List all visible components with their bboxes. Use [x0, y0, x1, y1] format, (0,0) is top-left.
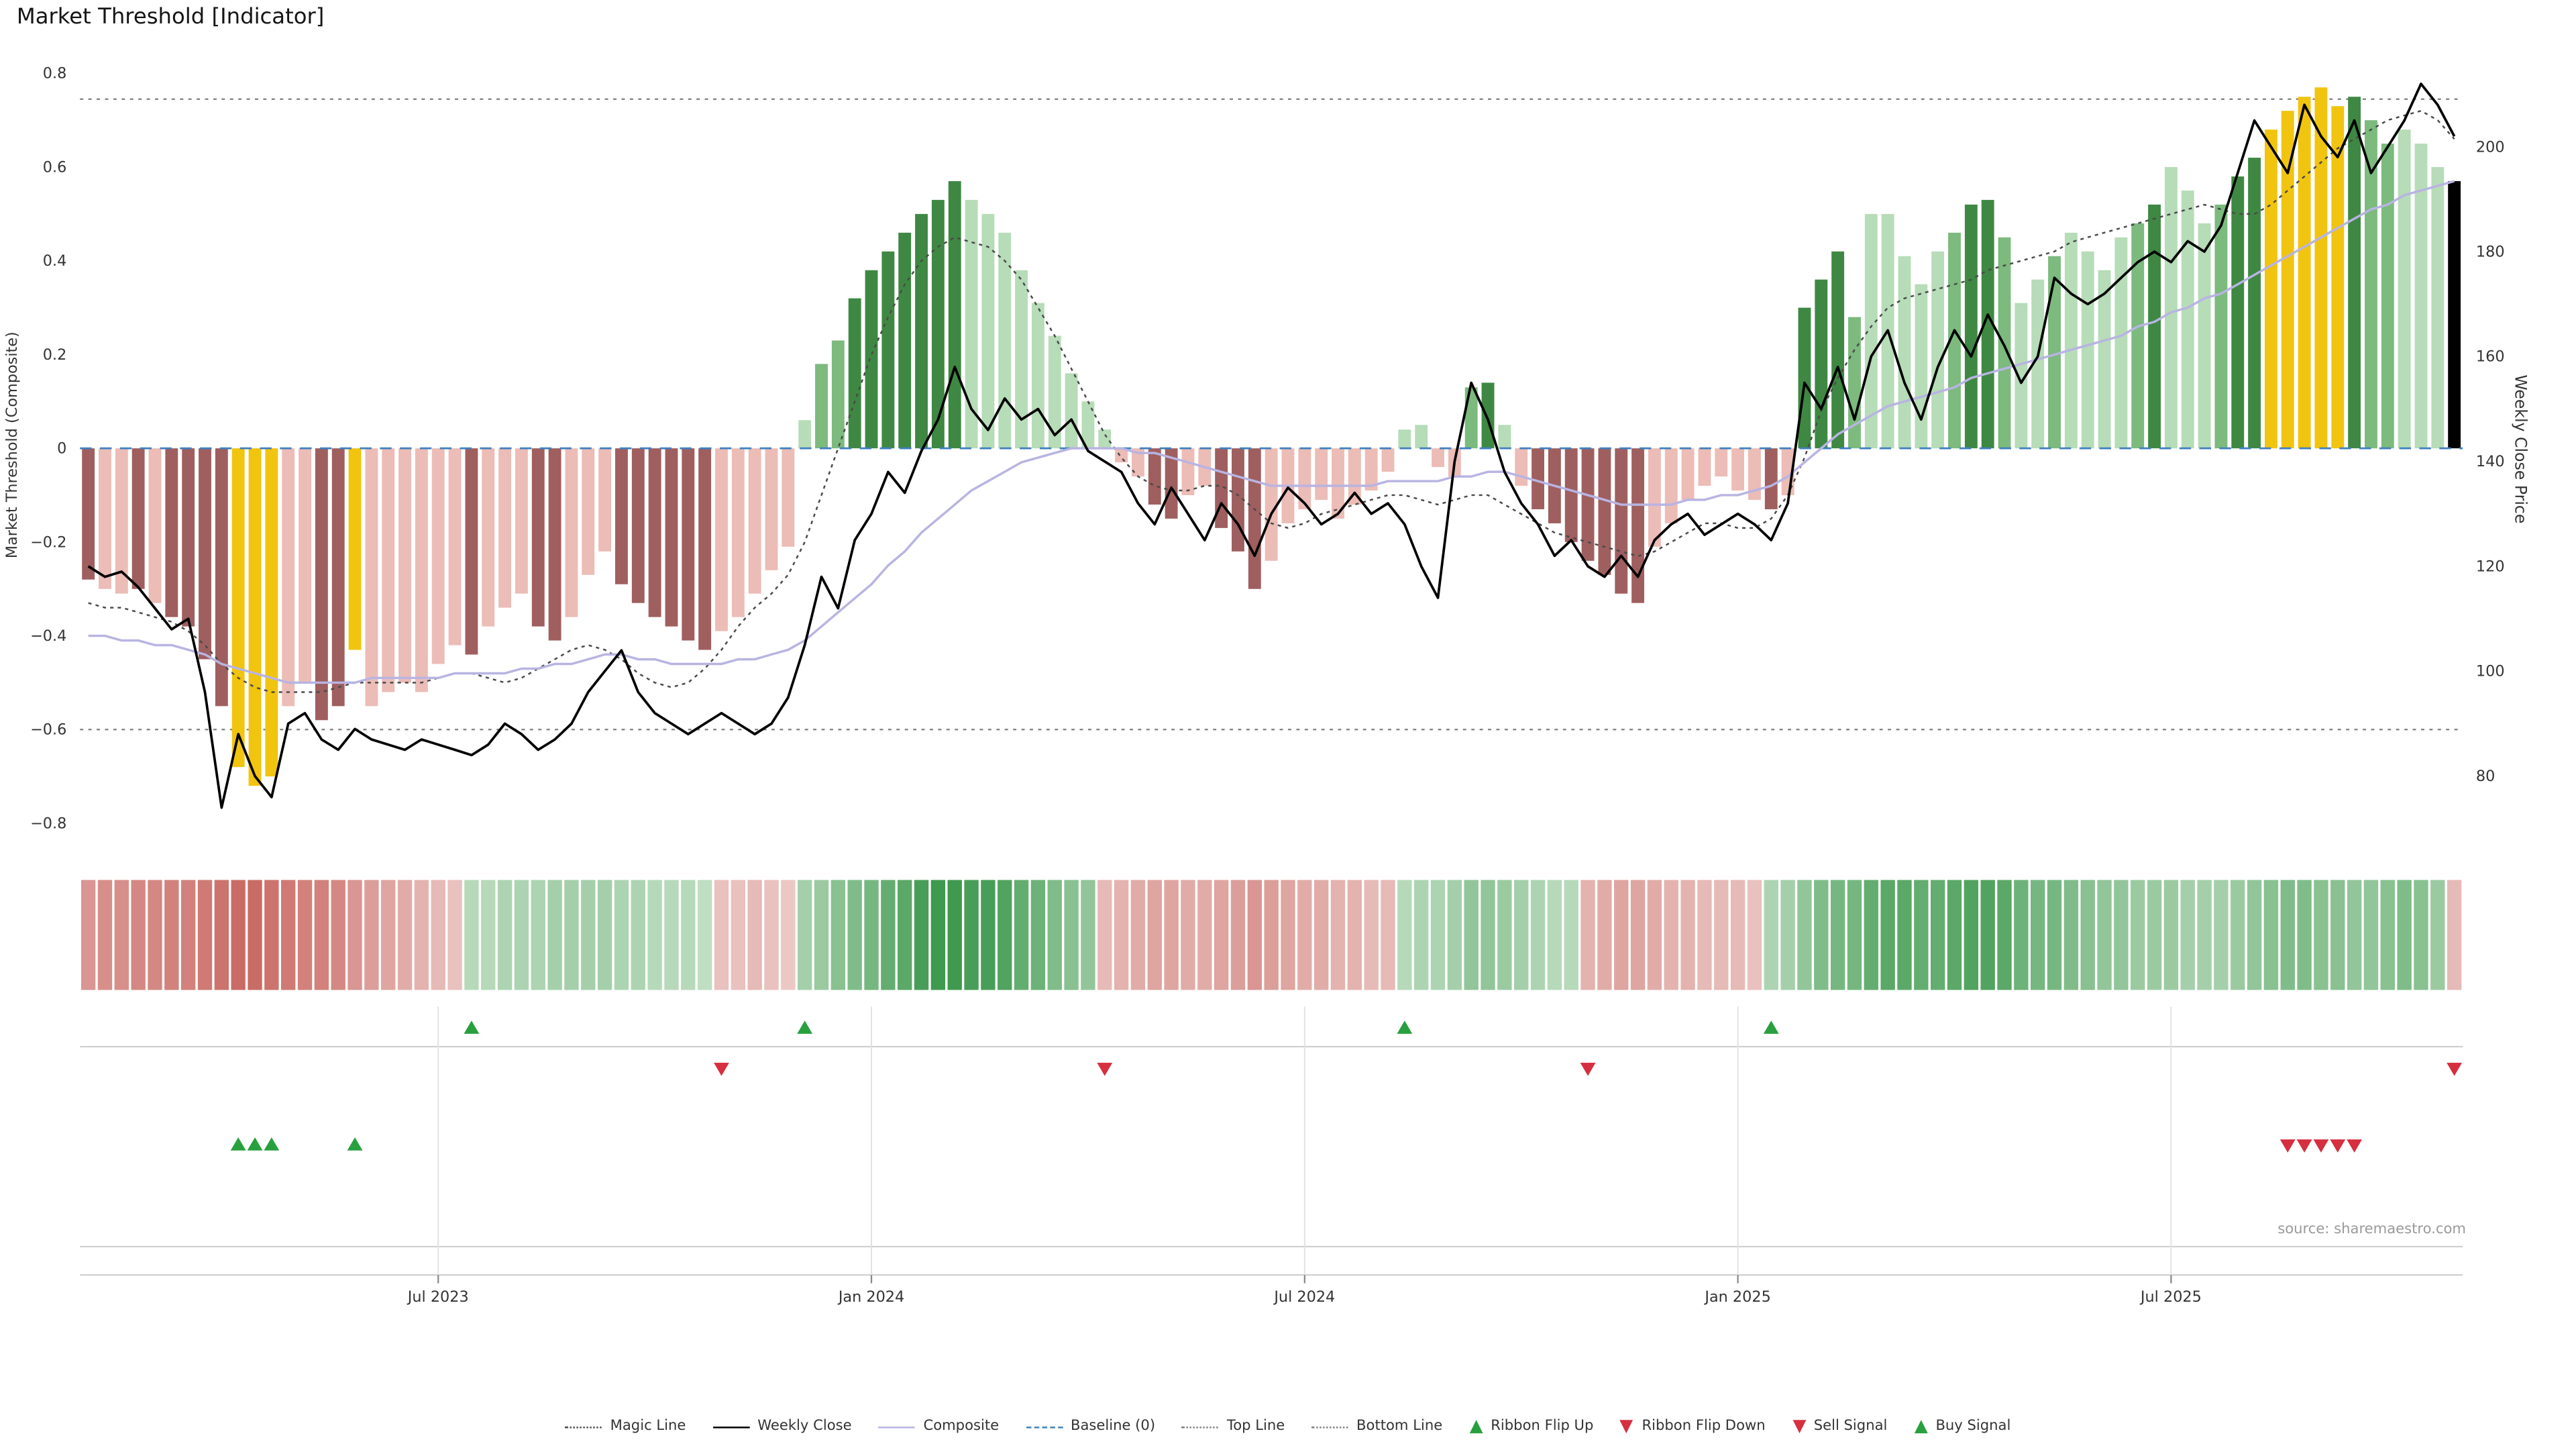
triangle-up-icon	[1468, 1420, 1483, 1434]
svg-text:−0.8: −0.8	[30, 815, 66, 832]
svg-text:100: 100	[2476, 663, 2505, 680]
legend-item-baseline-0: Baseline (0)	[1025, 1418, 1156, 1435]
legend-item-bottom-line: Bottom Line	[1311, 1418, 1442, 1435]
svg-text:Jul 2025: Jul 2025	[2139, 1288, 2202, 1306]
svg-text:0.4: 0.4	[43, 252, 67, 270]
legend-label: Sell Signal	[1813, 1418, 1888, 1435]
svg-text:−0.2: −0.2	[30, 533, 66, 551]
triangle-up-icon	[1914, 1420, 1928, 1434]
source-text: source: sharemaestro.com	[2277, 1221, 2467, 1239]
svg-text:200: 200	[2476, 138, 2505, 156]
signal-area-grid: Jul 2023 Jan 2024 Jul 2024 Jan 2025 Jul 2025	[80, 1006, 2463, 1306]
svg-text:0.8: 0.8	[43, 65, 67, 83]
legend-item-composite: Composite	[878, 1418, 999, 1435]
legend-label: Composite	[923, 1418, 1000, 1435]
legend-item-magic-line: Magic Line	[565, 1418, 686, 1435]
legend: Magic Line Weekly Close Composite Baseline …	[0, 1418, 2576, 1435]
triangle-down-icon	[1620, 1420, 1634, 1434]
dotted-line-icon	[1311, 1425, 1348, 1428]
buy-signal-markers	[230, 1137, 363, 1151]
legend-label: Bottom Line	[1356, 1418, 1443, 1435]
legend-item-weekly-close: Weekly Close	[712, 1418, 852, 1435]
svg-text:140: 140	[2476, 453, 2505, 470]
legend-item-buy-signal: Buy Signal	[1914, 1418, 2010, 1435]
svg-text:0: 0	[57, 440, 66, 458]
guide-lines	[80, 98, 2463, 731]
svg-text:0.2: 0.2	[43, 346, 67, 364]
legend-label: Ribbon Flip Down	[1642, 1418, 1766, 1435]
svg-text:80: 80	[2476, 768, 2495, 785]
legend-label: Magic Line	[610, 1418, 686, 1435]
svg-text:120: 120	[2476, 558, 2505, 575]
ribbon-flip-up-markers	[464, 1021, 1779, 1034]
svg-text:0.6: 0.6	[43, 159, 67, 176]
svg-text:−0.4: −0.4	[30, 627, 66, 645]
svg-text:Jan 2025: Jan 2025	[1703, 1288, 1770, 1306]
threshold-bars	[82, 87, 2461, 786]
magic-line	[88, 109, 2455, 693]
legend-item-sell-signal: Sell Signal	[1792, 1418, 1887, 1435]
solid-line-icon	[712, 1425, 749, 1428]
dashed-line-icon	[1025, 1425, 1063, 1428]
weekly-close-line	[87, 83, 2456, 809]
svg-text:Jan 2024: Jan 2024	[837, 1288, 904, 1306]
ribbon-flip-down-markers	[714, 1062, 2463, 1076]
triangle-down-icon	[1792, 1420, 1806, 1434]
ribbon-strip	[80, 880, 2462, 990]
composite-line	[88, 180, 2455, 684]
legend-label: Top Line	[1226, 1418, 1285, 1435]
legend-label: Ribbon Flip Up	[1491, 1418, 1594, 1435]
svg-text:−0.6: −0.6	[30, 721, 66, 739]
legend-label: Baseline (0)	[1070, 1418, 1156, 1435]
svg-text:180: 180	[2476, 244, 2505, 261]
legend-item-ribbon-flip-down: Ribbon Flip Down	[1620, 1418, 1766, 1435]
svg-text:Jul 2024: Jul 2024	[1273, 1288, 1335, 1306]
dotted-line-icon	[1181, 1425, 1219, 1428]
svg-text:Jul 2023: Jul 2023	[407, 1288, 469, 1306]
sell-signal-markers	[2279, 1139, 2363, 1153]
svg-text:160: 160	[2476, 348, 2505, 366]
legend-item-top-line: Top Line	[1181, 1418, 1285, 1435]
axis-tick-labels: 0.8 0.6 0.4 0.2 0 −0.2 −0.4 −0.6 −0.8 200 180 160 14…	[30, 65, 2504, 833]
legend-label: Buy Signal	[1935, 1418, 2011, 1435]
legend-label: Weekly Close	[757, 1418, 852, 1435]
chart-title: Market Threshold [Indicator]	[16, 5, 325, 30]
solid-line-icon	[878, 1425, 916, 1428]
legend-item-ribbon-flip-up: Ribbon Flip Up	[1468, 1418, 1594, 1435]
dotted-line-icon	[565, 1425, 602, 1428]
